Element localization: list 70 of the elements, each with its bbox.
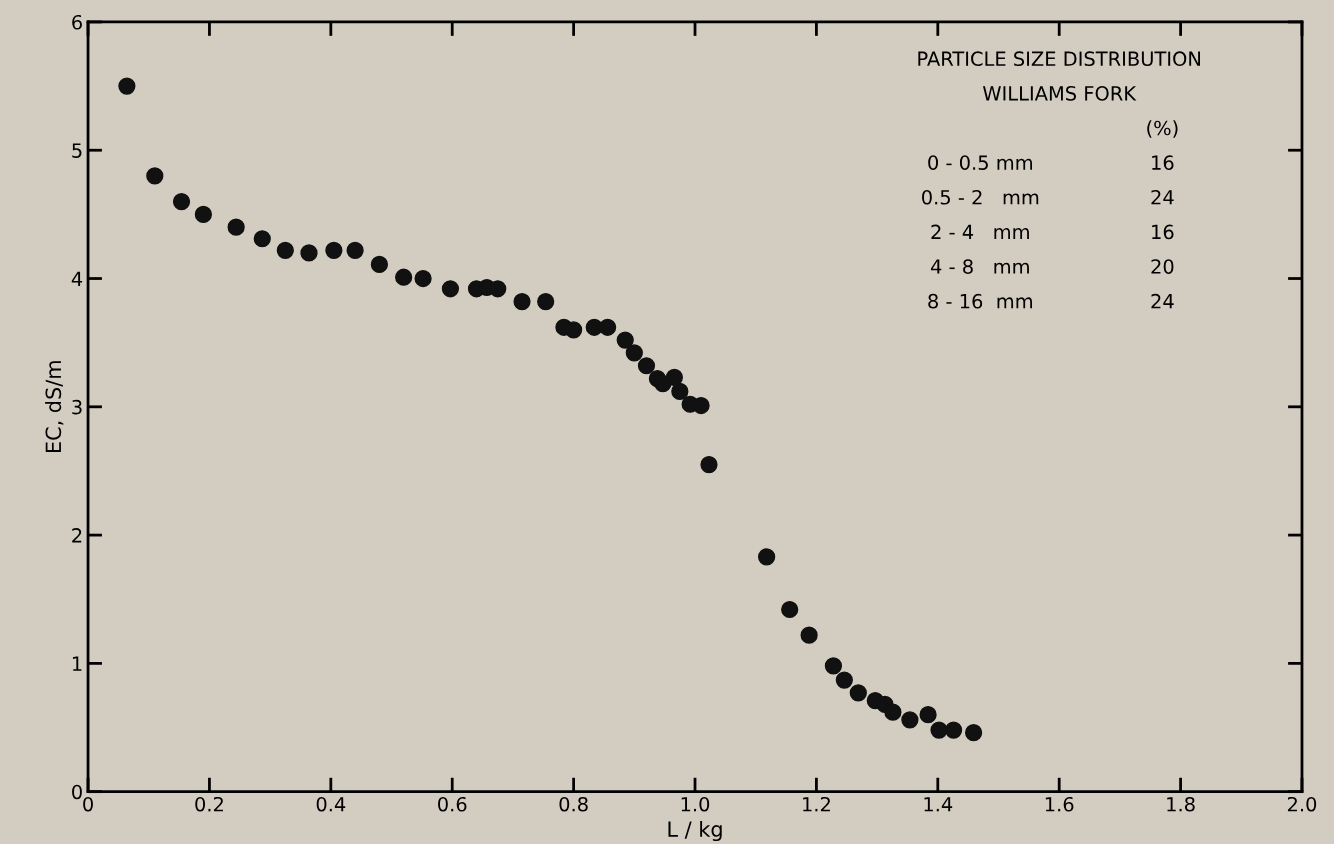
annotation: 0.5 - 2 mm [922, 189, 1039, 205]
y-tick-label: 4 [71, 271, 83, 286]
point [700, 455, 718, 474]
point [146, 167, 164, 185]
point [637, 357, 656, 375]
point [194, 205, 212, 223]
x-tick-label: 2.0 [1287, 796, 1317, 812]
annotation: 16 [1152, 224, 1174, 240]
y-tick-label: 0 [72, 784, 82, 800]
annotation: 8 - 16 mm [928, 293, 1033, 309]
point [441, 280, 460, 298]
point [919, 706, 937, 724]
x-tick-label: 0.4 [316, 796, 346, 812]
point [346, 241, 364, 259]
point [489, 280, 507, 298]
x-tick-label: 1.8 [1167, 796, 1195, 812]
annotation: 0 - 0.5 mm [928, 155, 1033, 170]
point [565, 321, 583, 339]
point [671, 382, 689, 401]
y-tick-label: 1 [72, 656, 82, 671]
annotation: 16 [1152, 155, 1174, 170]
annotation: (%) [1147, 120, 1178, 138]
point [849, 684, 867, 702]
x-tick-label: 1.4 [924, 797, 953, 812]
point [665, 368, 683, 386]
point [300, 244, 318, 262]
point [370, 255, 389, 274]
x-tick-label: 0.2 [195, 796, 223, 812]
point [901, 711, 919, 729]
annotation: 24 [1151, 293, 1174, 309]
point [395, 268, 413, 286]
point [172, 192, 191, 211]
point [800, 626, 818, 644]
point [824, 657, 843, 675]
y-tick-label: 5 [72, 143, 82, 158]
annotation: WILLIAMS FORK [982, 86, 1137, 101]
point [965, 724, 983, 742]
x-tick-label: 1.0 [681, 796, 710, 812]
x-axis-title: L / kg [668, 820, 722, 842]
x-tick-label: 1.6 [1045, 796, 1074, 812]
y-tick-label: 2 [72, 528, 82, 543]
point [692, 396, 710, 415]
point [781, 600, 799, 619]
point [414, 269, 432, 288]
point [930, 721, 948, 739]
point [537, 292, 555, 311]
annotation: 2 - 4 mm [931, 224, 1029, 239]
point [276, 241, 294, 259]
point [253, 230, 271, 248]
y-tick-label: 6 [72, 14, 82, 30]
x-tick-label: 1.2 [803, 796, 830, 812]
annotation: 24 [1151, 189, 1174, 205]
annotation: 20 [1151, 259, 1174, 274]
point [944, 721, 963, 739]
point [118, 77, 136, 95]
point [835, 671, 853, 689]
point [625, 344, 643, 362]
annotation: 4 - 8 mm [930, 259, 1029, 274]
x-tick-label: 0.8 [559, 796, 588, 812]
y-axis-title: EC, dS/m [45, 361, 64, 453]
point [513, 292, 531, 311]
y-tick-label: 3 [72, 399, 82, 415]
point [227, 218, 245, 236]
point [758, 548, 776, 566]
point [616, 331, 634, 349]
point [884, 703, 902, 721]
annotation: PARTICLE SIZE DISTRIBUTION [918, 51, 1201, 67]
point [325, 241, 343, 259]
x-tick-label: 0.6 [438, 796, 467, 812]
x-tick-label: 0 [83, 796, 93, 812]
